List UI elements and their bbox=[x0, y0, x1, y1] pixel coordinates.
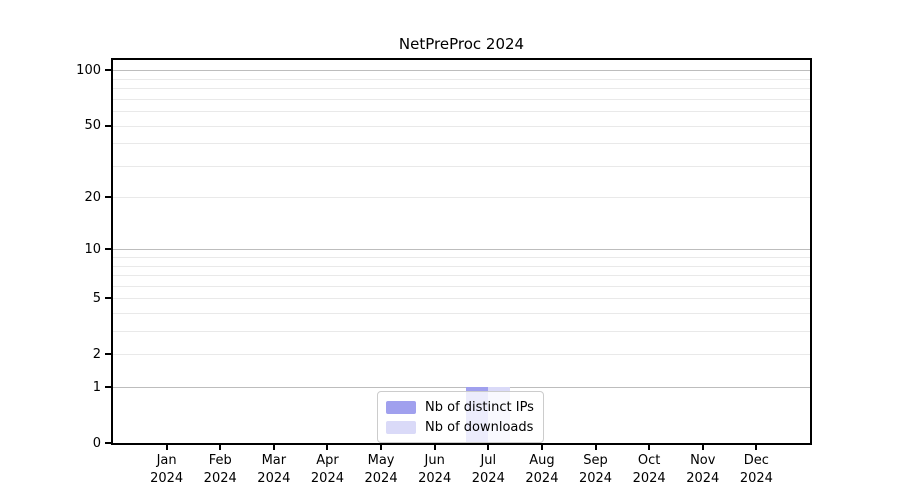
y-tick-mark bbox=[105, 386, 112, 389]
x-tick-label: Dec 2024 bbox=[739, 453, 773, 486]
x-tick-mark bbox=[648, 443, 651, 450]
y-tick-label: 0 bbox=[92, 435, 101, 451]
x-tick-mark bbox=[540, 443, 543, 450]
x-tick-label: May 2024 bbox=[364, 453, 398, 486]
gridline-major bbox=[113, 387, 810, 389]
x-tick-label: Nov 2024 bbox=[686, 453, 720, 486]
gridline-minor bbox=[113, 265, 810, 267]
x-tick-mark bbox=[701, 443, 704, 450]
legend-item-downloads: Nb of downloads bbox=[386, 417, 534, 437]
gridline-minor bbox=[113, 354, 810, 356]
x-tick-label: Aug 2024 bbox=[525, 453, 559, 486]
legend-label-downloads: Nb of downloads bbox=[425, 419, 534, 435]
y-tick-mark bbox=[105, 69, 112, 72]
x-tick-mark bbox=[380, 443, 383, 450]
y-tick-mark bbox=[105, 196, 112, 199]
y-tick-mark bbox=[105, 442, 112, 444]
x-tick-label: Jan 2024 bbox=[150, 453, 184, 486]
x-tick-mark bbox=[219, 443, 222, 450]
y-tick-label: 10 bbox=[84, 241, 101, 257]
y-tick-label: 2 bbox=[92, 346, 101, 362]
gridline-minor bbox=[113, 275, 810, 277]
gridline-major bbox=[113, 70, 810, 72]
y-tick-label: 100 bbox=[76, 62, 101, 78]
x-tick-label: Feb 2024 bbox=[203, 453, 237, 486]
gridline-minor bbox=[113, 331, 810, 333]
gridline-minor bbox=[113, 111, 810, 113]
gridline-minor bbox=[113, 165, 810, 167]
gridline-minor bbox=[113, 78, 810, 80]
gridline-minor bbox=[113, 88, 810, 90]
y-tick-mark bbox=[105, 124, 112, 127]
gridline-minor bbox=[113, 197, 810, 199]
x-tick-mark bbox=[594, 443, 597, 450]
x-tick-mark bbox=[165, 443, 168, 450]
gridline-major bbox=[113, 249, 810, 251]
gridline-minor bbox=[113, 298, 810, 300]
y-tick-label: 1 bbox=[92, 379, 101, 395]
y-tick-label: 20 bbox=[84, 189, 101, 205]
legend-swatch-downloads-icon bbox=[386, 420, 416, 434]
x-tick-label: Jul 2024 bbox=[471, 453, 505, 486]
x-tick-mark bbox=[433, 443, 436, 450]
y-tick-mark bbox=[105, 297, 112, 300]
gridline-minor bbox=[113, 125, 810, 127]
x-tick-label: Jun 2024 bbox=[418, 453, 452, 486]
x-tick-mark bbox=[487, 443, 490, 450]
legend-item-distinct-ips: Nb of distinct IPs bbox=[386, 397, 534, 417]
x-tick-label: Mar 2024 bbox=[257, 453, 291, 486]
legend-label-distinct-ips: Nb of distinct IPs bbox=[425, 399, 534, 415]
legend: Nb of distinct IPs Nb of downloads bbox=[377, 391, 544, 443]
gridline-minor bbox=[113, 98, 810, 100]
y-tick-mark bbox=[105, 248, 112, 251]
gridline-minor bbox=[113, 285, 810, 287]
legend-swatch-distinct-ips-icon bbox=[386, 400, 416, 414]
gridline-minor bbox=[113, 143, 810, 145]
gridline-minor bbox=[113, 313, 810, 315]
x-tick-mark bbox=[755, 443, 758, 450]
x-tick-mark bbox=[272, 443, 275, 450]
gridline-minor bbox=[113, 257, 810, 259]
x-tick-label: Sep 2024 bbox=[578, 453, 613, 486]
x-tick-label: Apr 2024 bbox=[310, 453, 344, 486]
chart-title: NetPreProc 2024 bbox=[398, 35, 525, 53]
plot-area bbox=[111, 58, 812, 445]
y-tick-label: 50 bbox=[84, 118, 101, 134]
y-tick-mark bbox=[105, 353, 112, 356]
x-tick-label: Oct 2024 bbox=[632, 453, 666, 486]
x-tick-mark bbox=[326, 443, 329, 450]
y-tick-label: 5 bbox=[92, 290, 101, 306]
